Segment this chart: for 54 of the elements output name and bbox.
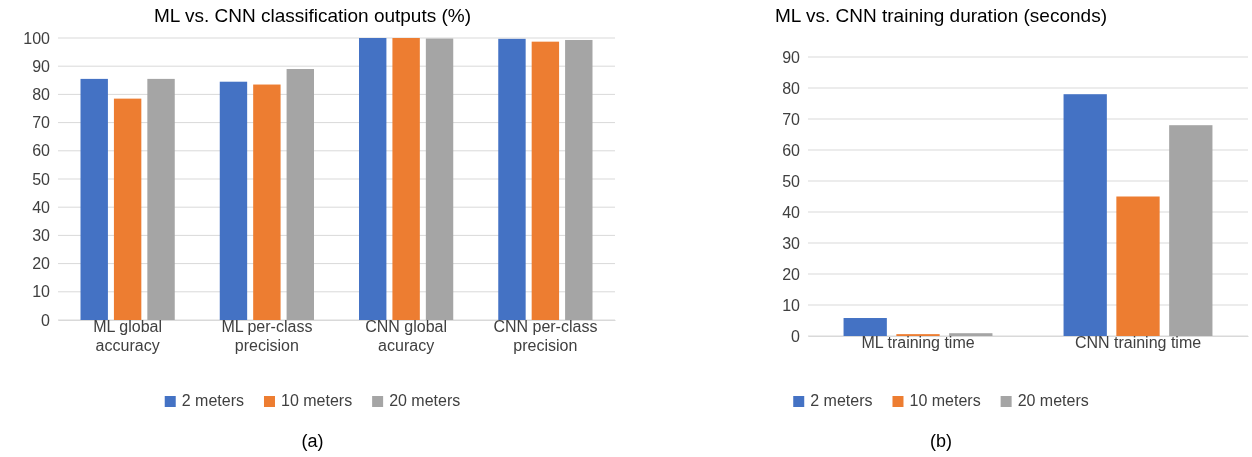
legend-label: 10 meters bbox=[280, 392, 353, 409]
bar bbox=[1169, 125, 1213, 336]
bar bbox=[147, 78, 175, 320]
bar bbox=[286, 69, 314, 320]
chart-title: ML vs. CNN training duration (seconds) bbox=[775, 5, 1107, 26]
chart-title: ML vs. CNN classification outputs (%) bbox=[153, 5, 472, 26]
bar bbox=[359, 38, 387, 320]
y-tick-label: 40 bbox=[782, 203, 801, 221]
legend-label: 20 meters bbox=[1017, 392, 1089, 409]
bar bbox=[949, 333, 993, 336]
bar bbox=[531, 41, 560, 320]
bar bbox=[425, 38, 454, 320]
x-tick-label: ML training time bbox=[861, 334, 975, 351]
bar bbox=[843, 318, 887, 336]
y-tick-label: 70 bbox=[32, 114, 51, 132]
y-tick-label: 100 bbox=[23, 29, 51, 47]
y-tick-label: 80 bbox=[32, 86, 51, 104]
y-tick-label: 0 bbox=[41, 311, 51, 329]
bar bbox=[392, 38, 420, 320]
bar bbox=[498, 38, 526, 320]
y-tick-label: 30 bbox=[32, 227, 51, 245]
x-tick-label: CNN global acuracy bbox=[365, 318, 448, 355]
y-tick-label: 0 bbox=[791, 327, 801, 345]
y-tick-label: 30 bbox=[782, 234, 801, 252]
bar bbox=[113, 98, 142, 320]
y-tick-label: 60 bbox=[782, 141, 801, 159]
bar bbox=[565, 39, 593, 320]
y-tick-label: 70 bbox=[782, 110, 801, 128]
x-tick-label: ML global accuracy bbox=[93, 318, 163, 355]
legend-label: 10 meters bbox=[909, 392, 981, 409]
y-tick-label: 20 bbox=[32, 255, 51, 273]
legend-label: 2 meters bbox=[810, 392, 873, 409]
bar bbox=[1063, 94, 1107, 336]
y-tick-label: 90 bbox=[782, 48, 801, 66]
y-tick-label: 10 bbox=[32, 283, 51, 301]
y-tick-label: 40 bbox=[32, 198, 51, 216]
legend-label: 20 meters bbox=[389, 392, 461, 409]
bar bbox=[253, 84, 281, 320]
x-tick-label: ML per-class precision bbox=[221, 318, 313, 355]
y-tick-label: 80 bbox=[782, 79, 801, 97]
x-tick-label: CNN training time bbox=[1074, 334, 1202, 351]
bar bbox=[1116, 196, 1160, 336]
y-tick-label: 90 bbox=[32, 57, 51, 75]
text: (a) bbox=[301, 431, 324, 451]
bar bbox=[219, 81, 248, 320]
bar bbox=[80, 78, 108, 320]
x-tick-label: CNN per-class precision bbox=[493, 318, 598, 355]
y-tick-label: 10 bbox=[782, 296, 801, 314]
y-tick-label: 50 bbox=[782, 172, 801, 190]
y-tick-label: 20 bbox=[782, 265, 801, 283]
text: (b) bbox=[930, 431, 952, 451]
y-tick-label: 60 bbox=[32, 142, 51, 160]
legend-label: 2 meters bbox=[181, 392, 244, 409]
y-tick-label: 50 bbox=[32, 170, 51, 188]
